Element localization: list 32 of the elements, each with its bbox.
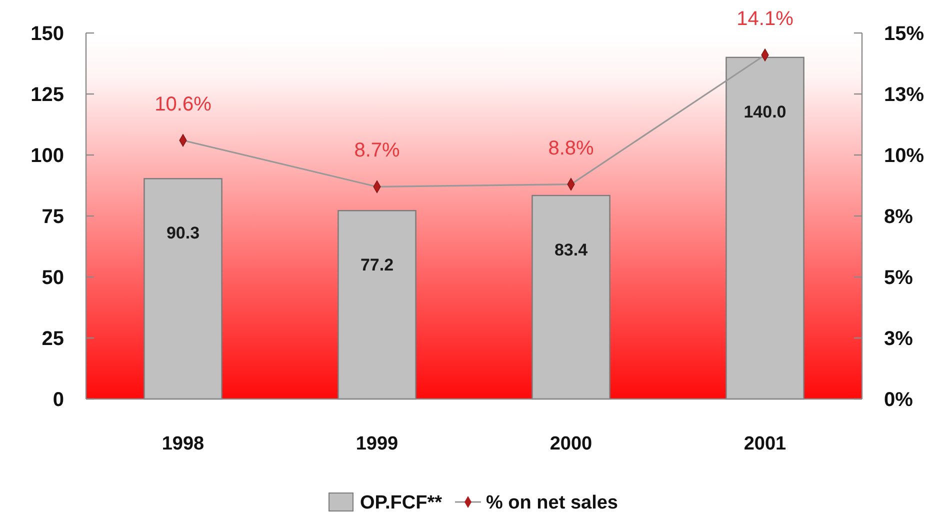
data-label: 77.2 — [360, 256, 394, 275]
data-label: 83.4 — [554, 240, 588, 260]
y-tick-label: 50 — [42, 267, 64, 289]
data-label: 14.1% — [736, 8, 794, 30]
bar — [726, 56, 804, 400]
y-tick-label: 100 — [30, 145, 64, 167]
data-label: 8.8% — [548, 137, 594, 160]
legend-label: % on net sales — [486, 492, 618, 514]
x-tick-label: 2000 — [550, 434, 592, 455]
x-tick-label: 2001 — [744, 434, 787, 455]
bar — [532, 194, 610, 400]
data-label: 8.7% — [354, 140, 400, 162]
y-tick-label: 150 — [30, 23, 64, 45]
data-label: 10.6% — [154, 93, 212, 116]
y2-tick-label: 8% — [884, 206, 914, 228]
y-tick-label: 75 — [42, 206, 64, 228]
data-label: 90.3 — [166, 224, 200, 243]
y-tick-label: 25 — [42, 328, 64, 350]
y2-tick-label: 13% — [884, 84, 924, 106]
y-tick-label: 0 — [52, 389, 64, 411]
y2-tick-label: 10% — [884, 145, 924, 167]
legend-label: OP.FCF** — [360, 492, 443, 514]
x-tick-label: 1998 — [162, 434, 204, 455]
y2-tick-label: 3% — [884, 328, 914, 350]
y2-tick-label: 5% — [884, 267, 914, 289]
y2-tick-label: 0% — [884, 389, 914, 411]
bar — [144, 178, 222, 400]
x-tick-label: 1999 — [356, 434, 398, 455]
y2-tick-label: 15% — [884, 23, 924, 45]
data-label: 140.0 — [744, 102, 786, 122]
bar — [338, 210, 416, 400]
y-tick-label: 125 — [30, 84, 64, 106]
